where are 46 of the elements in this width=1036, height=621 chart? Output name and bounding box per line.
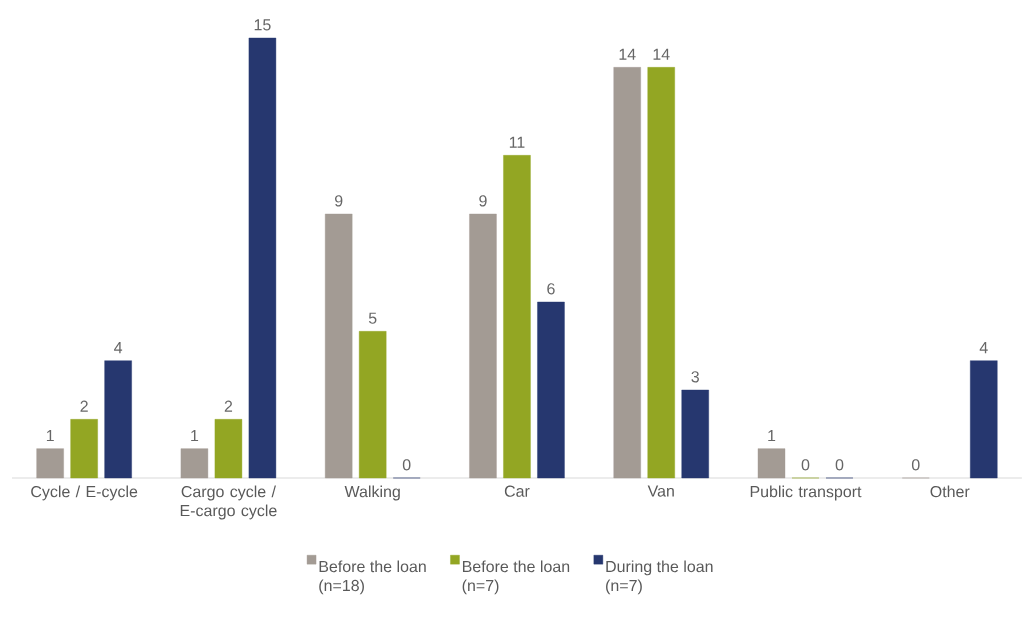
data-label: 1	[46, 430, 54, 442]
data-label: 15	[254, 19, 271, 31]
bar	[358, 331, 387, 479]
x-tick-label: Cycle / E-cycle	[31, 485, 138, 501]
x-tick-label: Other	[930, 485, 970, 498]
bar	[324, 213, 353, 479]
data-label: 0	[835, 459, 844, 471]
bar	[613, 67, 641, 479]
data-label: 11	[509, 136, 525, 148]
x-tick-label: Walking	[344, 485, 400, 501]
data-label: 1	[191, 430, 199, 442]
bar	[214, 419, 243, 479]
legend-label: Before the loan (n=7)	[462, 560, 570, 595]
bar	[104, 360, 132, 479]
x-tick-label: Car	[504, 485, 530, 497]
data-label: 1	[768, 430, 776, 442]
data-label: 0	[801, 459, 810, 471]
data-label: 14	[653, 48, 670, 60]
bar	[537, 301, 565, 479]
data-label: 9	[334, 195, 343, 207]
bar	[180, 448, 209, 479]
data-label: 9	[479, 195, 487, 207]
bar	[681, 389, 709, 479]
data-label: 6	[547, 283, 555, 295]
bar	[36, 448, 64, 479]
x-tick-label: Public transport	[750, 485, 862, 501]
data-label: 0	[911, 459, 920, 471]
data-label: 0	[402, 459, 411, 471]
bar	[647, 67, 675, 479]
bar	[469, 213, 497, 479]
data-label: 4	[979, 342, 988, 354]
bar	[757, 448, 786, 479]
data-label: 14	[619, 48, 636, 60]
x-tick-label: Cargo cycle / E-cargo cycle	[180, 485, 277, 520]
bar	[503, 155, 531, 479]
data-label: 2	[80, 400, 88, 412]
x-tick-label: Van	[647, 485, 674, 497]
data-label: 2	[224, 400, 233, 412]
bar	[248, 37, 277, 479]
data-label: 5	[368, 312, 377, 324]
legend-label: Before the loan (n=18)	[319, 560, 426, 595]
data-label: 4	[114, 342, 123, 354]
bar	[970, 360, 998, 479]
data-label: 3	[691, 371, 699, 383]
legend-label: During the loan (n=7)	[606, 560, 713, 595]
bar	[70, 419, 98, 479]
